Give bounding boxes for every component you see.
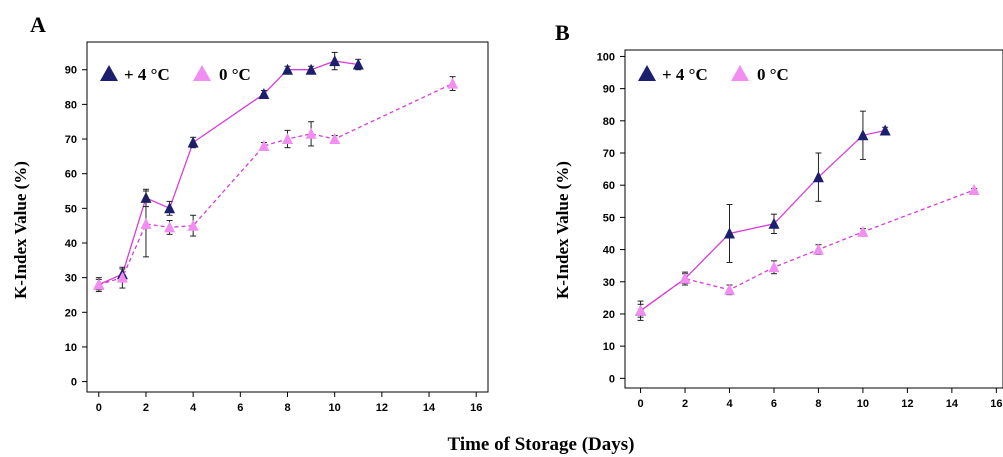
panel-b-legend-cold-label: 0 °C bbox=[757, 65, 789, 84]
panel-a-y-tick-label: 30 bbox=[65, 273, 77, 285]
panel-b-y-tick-label: 100 bbox=[597, 51, 615, 63]
panel-a-y-tick-label: 80 bbox=[65, 99, 77, 111]
panel-a-series-warm-point bbox=[305, 63, 317, 75]
panel-b-legend: + 4 °C 0 °C bbox=[638, 65, 789, 84]
panel-b-series-cold-point bbox=[812, 243, 824, 255]
panel-b-y-tick-label: 60 bbox=[603, 180, 615, 192]
panel-b-series-warm-point bbox=[724, 227, 735, 239]
panel-b: B K-Index Value (%) + 4 °C 0 °C 0 2 4 6 8 10 1… bbox=[553, 20, 1003, 410]
panel-a-y-tick-label: 70 bbox=[65, 134, 77, 146]
panel-b-series-warm-point bbox=[768, 217, 780, 229]
panel-a-series-cold-point bbox=[447, 77, 459, 89]
panel-a-series-cold-point bbox=[305, 127, 317, 139]
panel-b-series-warm-point bbox=[812, 171, 824, 183]
panel-b-series-cold-point bbox=[635, 304, 647, 316]
panel-b-plot-frame bbox=[624, 49, 1003, 389]
panel-b-series-cold-point bbox=[857, 225, 869, 237]
panel-b-x-tick-label: 2 bbox=[682, 398, 688, 410]
panel-a-x-tick-label: 4 bbox=[190, 402, 197, 414]
panel-a-legend-warm-label: + 4 °C bbox=[124, 65, 170, 84]
panel-a-x-tick-label: 16 bbox=[470, 402, 482, 414]
panel-a-legend: + 4 °C 0 °C bbox=[100, 65, 251, 84]
panel-b-x-tick-label: 4 bbox=[726, 398, 733, 410]
panel-a-series-warm-point bbox=[352, 58, 364, 70]
panel-a-x-tick-label: 8 bbox=[284, 402, 290, 414]
panel-b-y-tick-label: 0 bbox=[609, 373, 615, 385]
panel-a-x-tick-label: 0 bbox=[96, 402, 102, 414]
panel-b-series-cold-point bbox=[679, 272, 691, 284]
panel-b-legend-warm-label: + 4 °C bbox=[662, 65, 708, 84]
panel-a-series-cold-line bbox=[98, 83, 453, 286]
panel-a-series-warm-point bbox=[282, 63, 293, 75]
panel-b-x-tick-label: 16 bbox=[990, 398, 1002, 410]
panel-a-plot-frame bbox=[86, 41, 489, 393]
panel-a-legend-cold-label: 0 °C bbox=[219, 65, 251, 84]
panel-b-x-tick-label: 10 bbox=[857, 398, 869, 410]
shared-x-axis-label: Time of Storage (Days) bbox=[448, 434, 635, 455]
panel-a-y-tick-label: 10 bbox=[65, 342, 77, 354]
panel-a-legend-cold-marker bbox=[193, 65, 211, 81]
panel-b-x-tick-label: 8 bbox=[815, 398, 821, 410]
panel-a-series-cold-point bbox=[329, 133, 341, 144]
panel-b-series-warm-point bbox=[857, 129, 869, 141]
panel-a-series-cold-point bbox=[187, 219, 199, 231]
panel-b-series-cold-point bbox=[968, 184, 980, 195]
panel-a-series-cold-point bbox=[282, 133, 293, 144]
panel-b-letter: B bbox=[555, 20, 570, 45]
panel-a-series-cold-point bbox=[93, 278, 105, 290]
panel-b-y-tick-label: 50 bbox=[603, 212, 615, 224]
panel-b-y-tick-label: 90 bbox=[603, 84, 615, 96]
panel-a-series-cold-point bbox=[116, 271, 128, 283]
panel-b-y-axis-label: K-Index Value (%) bbox=[553, 161, 572, 299]
panel-a-y-tick-label: 90 bbox=[65, 65, 77, 77]
panel-a-x-tick-label: 12 bbox=[376, 402, 388, 414]
panel-b-x-tick-label: 6 bbox=[771, 398, 777, 410]
panel-b-y-tick-label: 40 bbox=[603, 245, 615, 257]
panel-b-y-tick-label: 70 bbox=[603, 148, 615, 160]
panel-a-x-tick-label: 2 bbox=[143, 402, 149, 414]
panel-b-series-cold-point bbox=[768, 261, 780, 273]
panel-a-x-tick-label: 14 bbox=[423, 402, 436, 414]
panel-b-y-tick-label: 80 bbox=[603, 116, 615, 128]
panel-a-series-warm-point bbox=[187, 136, 199, 148]
panel-a-y-axis-label: K-Index Value (%) bbox=[11, 161, 30, 299]
panel-a-series-warm-point bbox=[329, 55, 341, 67]
panel-b-x-tick-label: 14 bbox=[946, 398, 959, 410]
panel-b-legend-warm-marker bbox=[638, 65, 656, 81]
panel-a: A K-Index Value (%) + 4 °C 0 °C 0 2 4 6 8 10 1… bbox=[11, 12, 489, 414]
panel-a-series-warm-point bbox=[164, 202, 176, 214]
panel-a-y-tick-label: 60 bbox=[65, 169, 77, 181]
panel-b-plot: 0 2 4 6 8 10 12 14 16 0 10 20 30 40 50 60 70 80 90 100 bbox=[597, 51, 1003, 410]
panel-b-y-tick-label: 30 bbox=[603, 277, 615, 289]
panel-a-letter: A bbox=[30, 12, 46, 37]
panel-a-y-tick-label: 0 bbox=[71, 377, 77, 389]
panel-b-y-tick-label: 10 bbox=[603, 341, 615, 353]
panel-a-series-cold-point bbox=[258, 140, 270, 151]
panel-a-legend-warm-marker bbox=[100, 65, 118, 81]
panel-a-y-tick-label: 50 bbox=[65, 203, 77, 215]
panel-b-series-cold-point bbox=[724, 283, 735, 295]
panel-a-y-tick-label: 40 bbox=[65, 238, 77, 250]
panel-b-series-warm-point bbox=[879, 124, 891, 136]
panel-b-y-tick-label: 20 bbox=[603, 309, 615, 321]
panel-b-legend-cold-marker bbox=[731, 65, 749, 81]
panel-a-series-warm-line bbox=[98, 60, 359, 286]
panel-b-x-tick-label: 12 bbox=[901, 398, 913, 410]
panel-a-series-cold-point bbox=[140, 217, 152, 229]
panel-a-series-cold-point bbox=[164, 221, 176, 233]
panel-b-x-tick-label: 0 bbox=[638, 398, 644, 410]
panel-a-y-tick-label: 20 bbox=[65, 307, 77, 319]
panel-a-x-tick-label: 6 bbox=[237, 402, 243, 414]
panel-a-x-tick-label: 10 bbox=[329, 402, 341, 414]
panel-a-plot: 0 2 4 6 8 10 12 14 16 0 10 20 30 40 50 60 70 80 90 bbox=[65, 51, 482, 414]
panel-a-series-warm-point bbox=[258, 88, 270, 99]
panel-b-series-cold-line bbox=[640, 189, 975, 312]
